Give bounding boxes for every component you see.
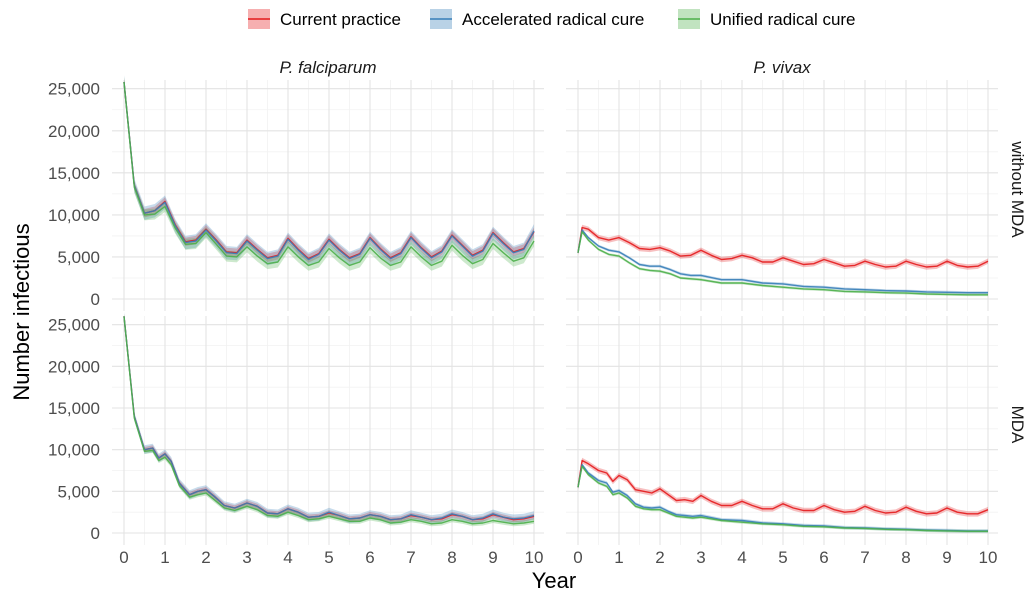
panel-grid-0-0 [112, 80, 544, 311]
legend-item-2: Unified radical cure [678, 9, 856, 29]
y-axis-title: Number infectious [9, 223, 34, 400]
facet-row-label-0: without MDA [1008, 140, 1027, 238]
line-0-1-1 [577, 229, 988, 294]
x-tick-label-1-10: 10 [979, 548, 998, 567]
y-tick-label-0-2: 10,000 [48, 206, 100, 225]
legend-item-1: Accelerated radical cure [430, 9, 644, 29]
legend-label-1: Accelerated radical cure [462, 10, 644, 29]
y-tick-label-0-3: 15,000 [48, 164, 100, 183]
line-0-0-2 [123, 81, 535, 267]
y-tick-label-1-2: 10,000 [48, 441, 100, 460]
panel-0-1 [577, 224, 989, 297]
facet-col-label-1: P. vivax [753, 58, 811, 77]
legend-item-0: Current practice [248, 9, 401, 29]
x-tick-label-0-9: 9 [488, 548, 497, 567]
x-tick-label-1-2: 2 [655, 548, 664, 567]
y-tick-label-0-5: 25,000 [48, 80, 100, 99]
x-tick-label-1-5: 5 [778, 548, 787, 567]
line-0-0-1 [123, 81, 535, 261]
y-tick-label-1-5: 25,000 [48, 316, 100, 335]
line-1-1-0 [577, 459, 989, 515]
x-tick-label-0-0: 0 [119, 548, 128, 567]
x-tick-label-1-4: 4 [737, 548, 746, 567]
x-tick-label-1-1: 1 [614, 548, 623, 567]
band-0-1-0 [578, 224, 988, 270]
y-tick-label-1-1: 5,000 [57, 482, 100, 501]
y-tick-label-1-3: 15,000 [48, 399, 100, 418]
axes: 0 5,000 10,000 15,000 20,000 25,000 0 5,000 10,0… [48, 80, 997, 567]
panel-0-0 [123, 75, 535, 271]
y-tick-label-0-0: 0 [91, 290, 100, 309]
y-tick-label-1-4: 20,000 [48, 357, 100, 376]
legend-label-2: Unified radical cure [710, 10, 856, 29]
x-tick-label-0-5: 5 [324, 548, 333, 567]
panel-grid-1-1 [566, 316, 998, 545]
x-tick-label-0-1: 1 [160, 548, 169, 567]
x-tick-label-1-6: 6 [819, 548, 828, 567]
panels [112, 75, 998, 545]
x-tick-label-1-0: 0 [573, 548, 582, 567]
y-tick-label-1-0: 0 [91, 524, 100, 543]
line-0-1-0 [577, 226, 989, 268]
y-tick-label-0-4: 20,000 [48, 122, 100, 141]
x-tick-label-1-3: 3 [696, 548, 705, 567]
y-tick-label-0-1: 5,000 [57, 248, 100, 267]
x-tick-label-0-6: 6 [365, 548, 374, 567]
x-tick-label-0-2: 2 [201, 548, 210, 567]
x-tick-label-0-10: 10 [525, 548, 544, 567]
line-0-1-2 [577, 230, 988, 296]
facet-strips: P. falciparum P. vivax without MDA MDA [279, 58, 1027, 444]
panel-1-0 [123, 312, 535, 527]
x-tick-label-1-9: 9 [942, 548, 951, 567]
panel-grid-0-1 [566, 80, 998, 311]
x-tick-label-0-8: 8 [447, 548, 456, 567]
legend: Current practice Accelerated radical cure… [248, 9, 856, 29]
x-tick-label-0-3: 3 [242, 548, 251, 567]
x-tick-label-1-8: 8 [901, 548, 910, 567]
x-tick-label-0-4: 4 [283, 548, 292, 567]
x-tick-label-0-7: 7 [406, 548, 415, 567]
facet-row-label-1: MDA [1008, 406, 1027, 444]
line-1-0-1 [123, 316, 535, 521]
x-tick-label-1-7: 7 [860, 548, 869, 567]
line-1-0-2 [123, 316, 535, 525]
legend-label-0: Current practice [280, 10, 401, 29]
line-1-1-2 [577, 465, 988, 532]
panel-1-1 [577, 457, 989, 533]
facet-col-label-0: P. falciparum [279, 58, 376, 77]
band-1-1-0 [578, 457, 988, 517]
x-axis-title: Year [532, 568, 576, 592]
